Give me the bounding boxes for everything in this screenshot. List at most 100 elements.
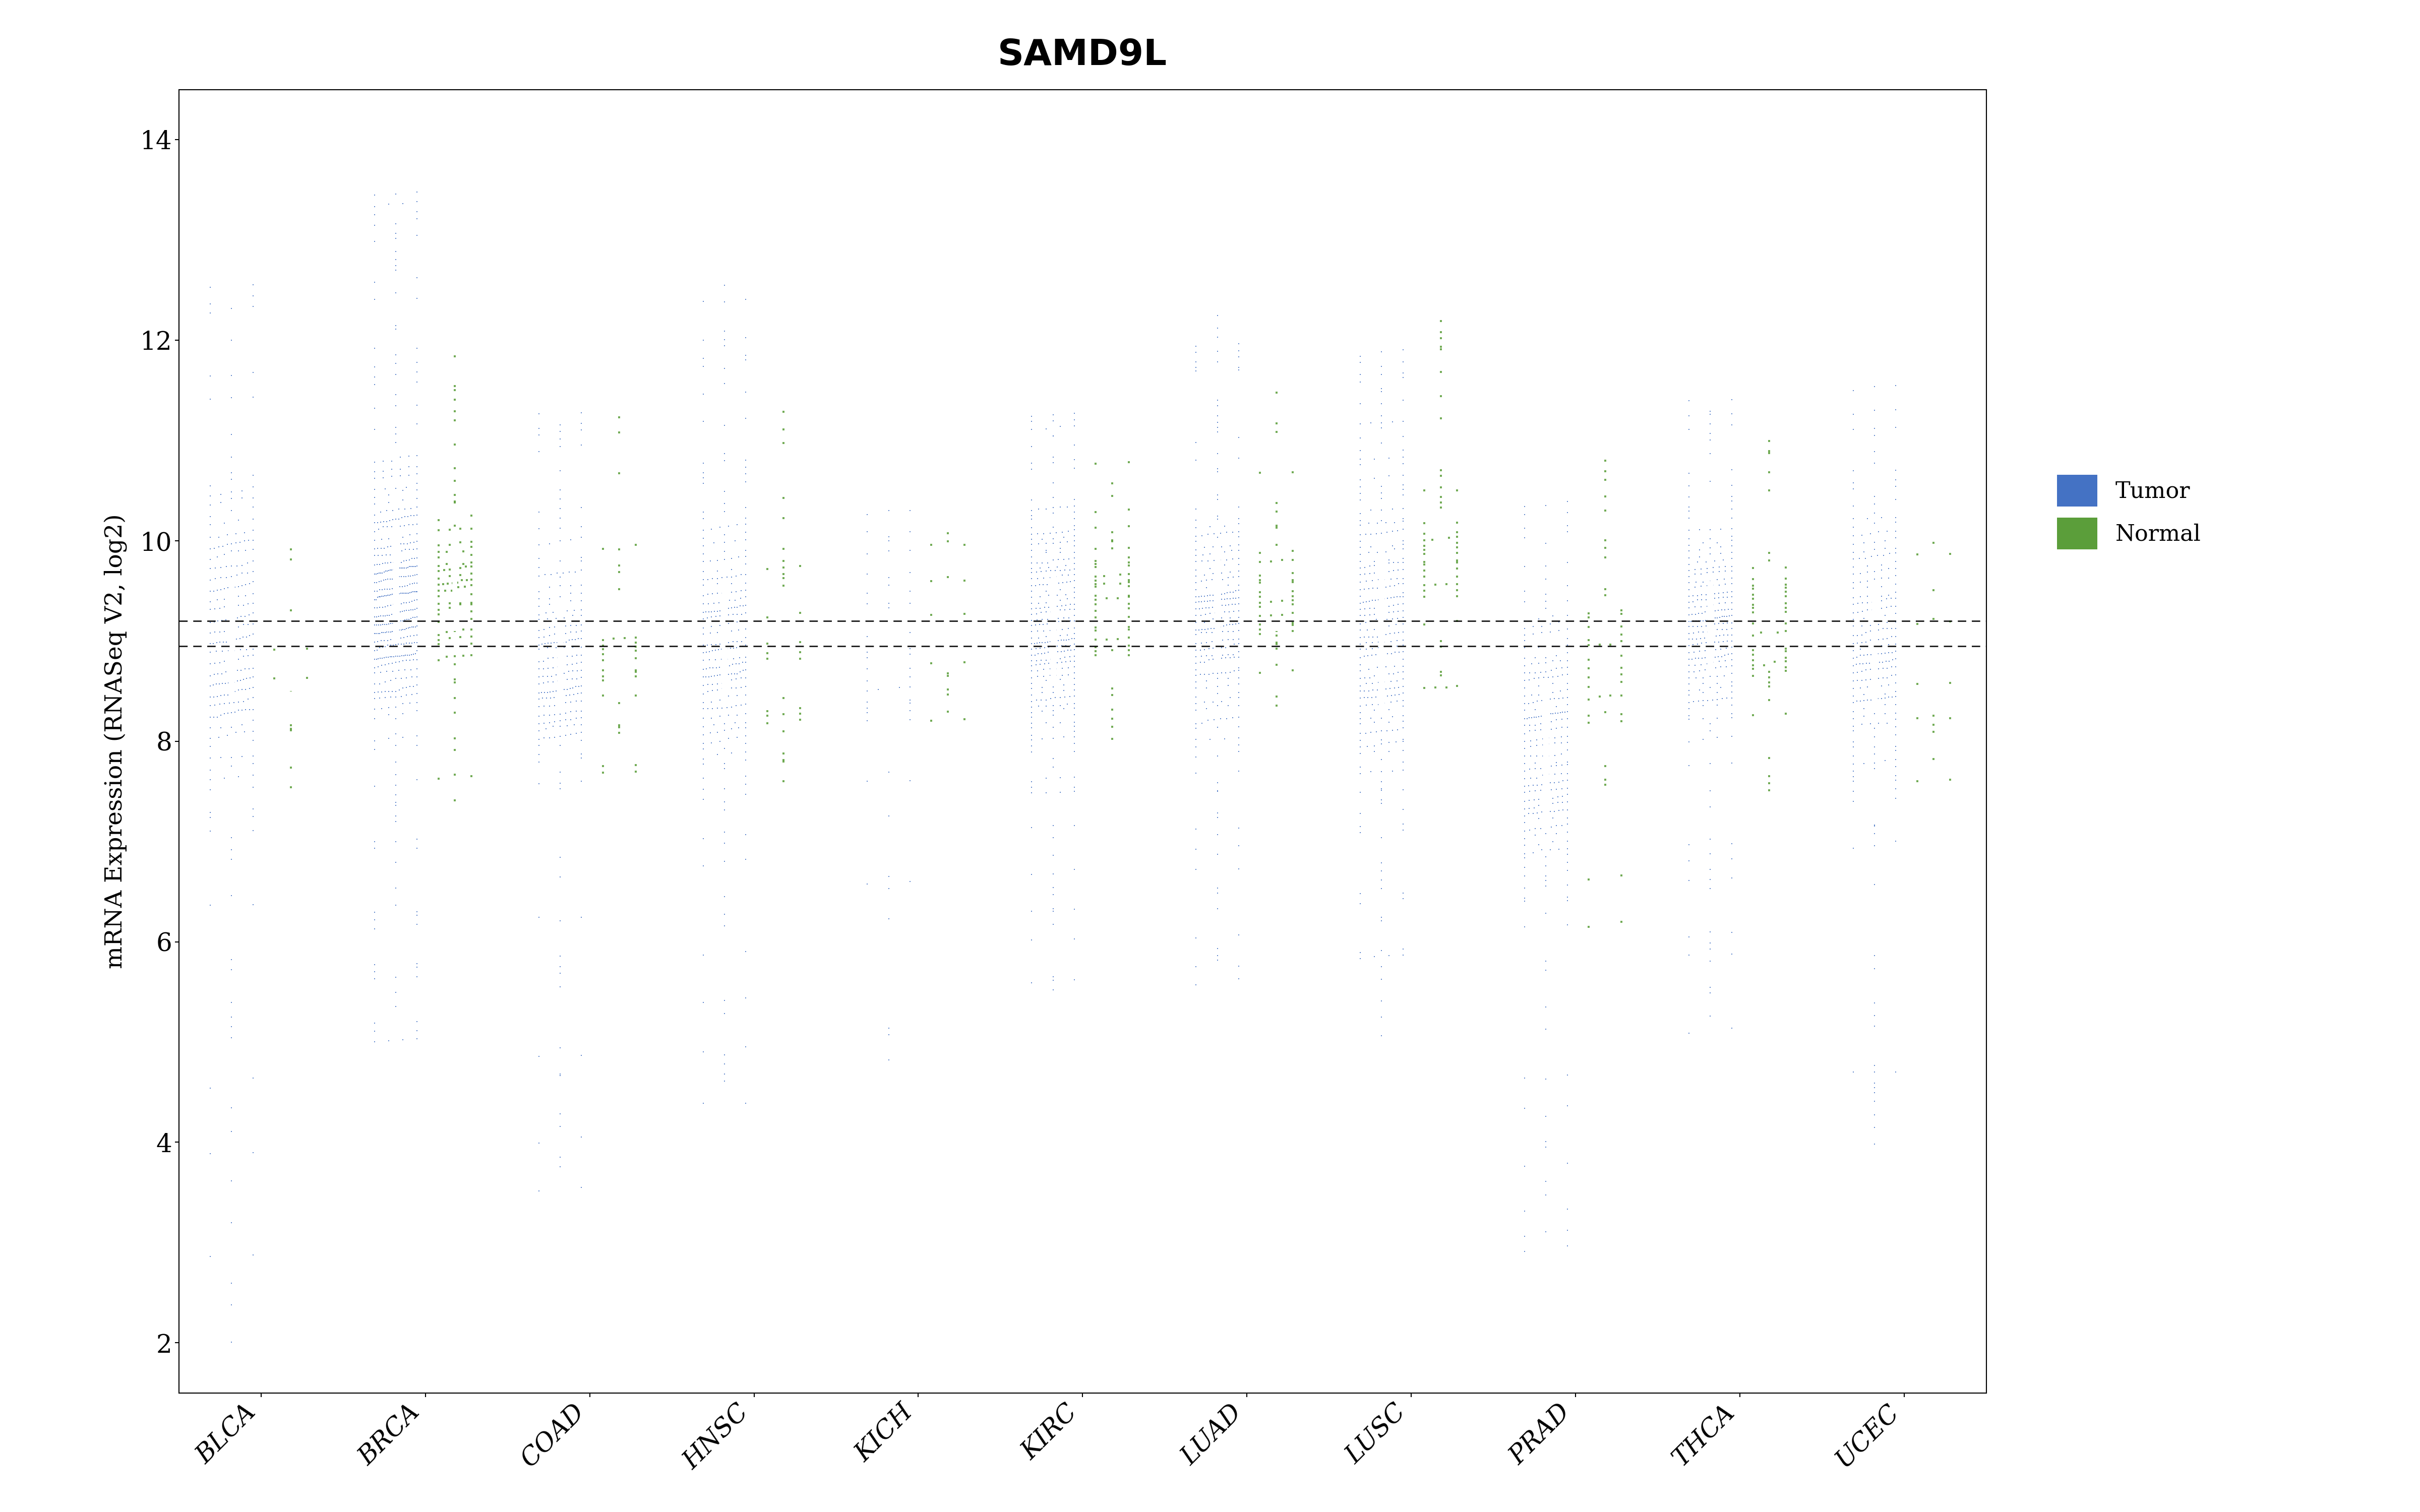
Point	[1839, 631, 1878, 655]
Point	[358, 612, 397, 637]
Point	[702, 599, 741, 623]
Point	[220, 508, 259, 532]
Point	[1534, 686, 1573, 711]
Point	[1028, 550, 1067, 575]
Point	[1682, 562, 1721, 587]
Point	[1208, 565, 1246, 590]
Point	[699, 655, 738, 679]
Point	[1701, 517, 1740, 541]
Point	[559, 659, 598, 683]
Point	[356, 1030, 394, 1054]
Point	[1375, 550, 1413, 575]
Point	[382, 632, 421, 656]
Point	[1256, 552, 1295, 576]
Point	[1863, 588, 1902, 612]
Point	[1851, 618, 1890, 643]
Point	[1856, 1102, 1895, 1126]
Point	[1379, 593, 1418, 617]
Point	[213, 883, 252, 907]
Point	[440, 531, 479, 555]
Point	[1844, 751, 1883, 776]
Point	[1108, 562, 1147, 587]
Point	[198, 525, 237, 549]
Point	[1868, 556, 1907, 581]
Point	[1713, 629, 1752, 653]
Point	[1863, 558, 1902, 582]
Point	[1256, 637, 1295, 661]
Point	[368, 499, 407, 523]
Point	[1377, 612, 1416, 637]
Point	[1198, 661, 1237, 685]
Point	[1745, 653, 1784, 677]
Point	[1198, 567, 1237, 591]
Point	[687, 582, 726, 606]
Point	[520, 671, 559, 696]
Point	[1549, 750, 1588, 774]
Point	[208, 683, 247, 708]
Point	[1188, 584, 1227, 608]
Point	[436, 738, 474, 762]
Legend: Tumor, Normal: Tumor, Normal	[2047, 466, 2209, 558]
Point	[1041, 627, 1079, 652]
Point	[540, 683, 578, 708]
Point	[869, 877, 908, 901]
Point	[709, 603, 748, 627]
Point	[373, 652, 411, 676]
Point	[685, 777, 724, 801]
Point	[765, 603, 803, 627]
Point	[198, 609, 237, 634]
Point	[1713, 585, 1752, 609]
Point	[1856, 821, 1895, 845]
Point	[368, 559, 407, 584]
Point	[375, 602, 414, 626]
Point	[1346, 522, 1384, 546]
Point	[1585, 546, 1624, 570]
Point	[390, 505, 428, 529]
Point	[1036, 685, 1074, 709]
Point	[436, 788, 474, 812]
Point	[765, 658, 803, 682]
Point	[540, 615, 578, 640]
Point	[392, 564, 431, 588]
Point	[709, 596, 748, 620]
Point	[394, 615, 433, 640]
Point	[1699, 649, 1738, 673]
Point	[1362, 718, 1401, 742]
Point	[1375, 558, 1413, 582]
Point	[1033, 754, 1072, 779]
Point	[726, 724, 765, 748]
Point	[1549, 738, 1588, 762]
Point	[1549, 913, 1588, 937]
Point	[1873, 624, 1912, 649]
Point	[685, 621, 724, 646]
Point	[1549, 889, 1588, 913]
Point	[1677, 665, 1716, 689]
Point	[1733, 567, 1771, 591]
Point	[1549, 1063, 1588, 1087]
Point	[583, 649, 622, 673]
Point	[726, 739, 765, 764]
Point	[1365, 559, 1404, 584]
Point	[1193, 661, 1232, 685]
Point	[368, 514, 407, 538]
Point	[394, 564, 433, 588]
Point	[1215, 620, 1254, 644]
Point	[1585, 499, 1624, 523]
Point	[1033, 594, 1072, 618]
Point	[1527, 1169, 1566, 1193]
Point	[1696, 656, 1735, 680]
Point	[520, 626, 559, 650]
Point	[223, 658, 261, 682]
Point	[1834, 507, 1873, 531]
Point	[1505, 668, 1544, 692]
Point	[847, 591, 886, 615]
Point	[692, 689, 731, 714]
Point	[532, 631, 571, 655]
Point	[1675, 590, 1713, 614]
Point	[1256, 420, 1295, 445]
Point	[1099, 627, 1137, 652]
Point	[912, 709, 951, 733]
Point	[530, 615, 569, 640]
Point	[1217, 579, 1256, 603]
Point	[1055, 487, 1094, 511]
